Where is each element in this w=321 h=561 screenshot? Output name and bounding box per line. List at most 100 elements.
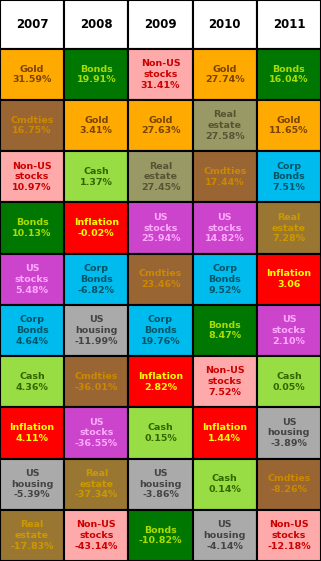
Bar	[128, 49, 193, 100]
Bar	[0, 151, 64, 203]
Text: Real
estate
27.45%: Real estate 27.45%	[141, 162, 180, 192]
Text: Bonds
19.91%: Bonds 19.91%	[76, 65, 116, 84]
Bar	[257, 49, 321, 100]
Bar	[0, 49, 64, 100]
Bar	[64, 151, 128, 203]
Text: Corp
Bonds
-6.82%: Corp Bonds -6.82%	[78, 264, 115, 295]
Text: Bonds
8.47%: Bonds 8.47%	[208, 321, 241, 341]
Bar	[0, 305, 64, 356]
Text: Gold
27.74%: Gold 27.74%	[205, 65, 245, 84]
Text: US
housing
-11.99%: US housing -11.99%	[74, 315, 118, 346]
Bar	[0, 203, 64, 254]
Text: 2007: 2007	[16, 18, 48, 31]
Bar	[64, 0, 128, 49]
Bar	[64, 458, 128, 510]
Text: Bonds
-10.82%: Bonds -10.82%	[139, 526, 182, 545]
Text: Inflation
3.06: Inflation 3.06	[266, 269, 311, 289]
Bar	[0, 458, 64, 510]
Text: US
stocks
14.82%: US stocks 14.82%	[205, 213, 245, 243]
Bar	[128, 510, 193, 561]
Bar	[128, 203, 193, 254]
Bar	[257, 0, 321, 49]
Text: Non-US
stocks
31.41%: Non-US stocks 31.41%	[141, 59, 180, 90]
Bar	[64, 254, 128, 305]
Text: Non-US
stocks
7.52%: Non-US stocks 7.52%	[205, 366, 245, 397]
Text: Cash
0.15%: Cash 0.15%	[144, 423, 177, 443]
Text: Gold
11.65%: Gold 11.65%	[269, 116, 309, 136]
Text: US
housing
-3.89%: US housing -3.89%	[268, 418, 310, 448]
Bar	[64, 203, 128, 254]
Bar	[193, 510, 257, 561]
Text: Corp
Bonds
19.76%: Corp Bonds 19.76%	[141, 315, 180, 346]
Bar	[64, 407, 128, 458]
Bar	[193, 203, 257, 254]
Text: Bonds
16.04%: Bonds 16.04%	[269, 65, 309, 84]
Bar	[193, 407, 257, 458]
Bar	[0, 254, 64, 305]
Text: US
housing
-5.39%: US housing -5.39%	[11, 469, 53, 499]
Bar	[128, 305, 193, 356]
Bar	[128, 151, 193, 203]
Bar	[193, 49, 257, 100]
Text: US
stocks
5.48%: US stocks 5.48%	[15, 264, 49, 295]
Text: 2009: 2009	[144, 18, 177, 31]
Bar	[193, 254, 257, 305]
Bar	[0, 0, 64, 49]
Bar	[64, 510, 128, 561]
Bar	[128, 0, 193, 49]
Bar	[257, 100, 321, 151]
Text: Cmdties
-8.26%: Cmdties -8.26%	[267, 474, 311, 494]
Text: 2008: 2008	[80, 18, 113, 31]
Text: Cash
0.05%: Cash 0.05%	[273, 372, 305, 392]
Text: US
housing
-3.86%: US housing -3.86%	[139, 469, 182, 499]
Bar	[0, 356, 64, 407]
Text: Gold
3.41%: Gold 3.41%	[80, 116, 113, 136]
Bar	[64, 100, 128, 151]
Bar	[128, 458, 193, 510]
Bar	[128, 254, 193, 305]
Text: US
housing
-4.14%: US housing -4.14%	[204, 520, 246, 551]
Text: Non-US
stocks
10.97%: Non-US stocks 10.97%	[12, 162, 52, 192]
Text: Inflation
2.82%: Inflation 2.82%	[138, 372, 183, 392]
Text: Cmdties
23.46%: Cmdties 23.46%	[139, 269, 182, 289]
Bar	[128, 356, 193, 407]
Bar	[257, 203, 321, 254]
Text: Real
estate
27.58%: Real estate 27.58%	[205, 111, 245, 141]
Bar	[64, 49, 128, 100]
Text: Real
estate
-37.34%: Real estate -37.34%	[75, 469, 118, 499]
Text: Cmdties
17.44%: Cmdties 17.44%	[203, 167, 247, 187]
Text: Corp
Bonds
4.64%: Corp Bonds 4.64%	[16, 315, 48, 346]
Bar	[257, 407, 321, 458]
Text: Bonds
10.13%: Bonds 10.13%	[13, 218, 52, 238]
Bar	[64, 356, 128, 407]
Bar	[0, 407, 64, 458]
Text: Inflation
4.11%: Inflation 4.11%	[10, 423, 55, 443]
Text: 2011: 2011	[273, 18, 305, 31]
Bar	[257, 356, 321, 407]
Bar	[64, 305, 128, 356]
Bar	[128, 100, 193, 151]
Bar	[193, 305, 257, 356]
Text: Real
estate
7.28%: Real estate 7.28%	[272, 213, 306, 243]
Bar	[193, 458, 257, 510]
Bar	[193, 100, 257, 151]
Text: US
stocks
25.94%: US stocks 25.94%	[141, 213, 180, 243]
Text: Gold
27.63%: Gold 27.63%	[141, 116, 180, 136]
Text: US
stocks
-36.55%: US stocks -36.55%	[75, 418, 118, 448]
Text: Corp
Bonds
9.52%: Corp Bonds 9.52%	[208, 264, 241, 295]
Text: Non-US
stocks
-12.18%: Non-US stocks -12.18%	[267, 520, 311, 551]
Bar	[193, 0, 257, 49]
Text: Inflation
1.44%: Inflation 1.44%	[202, 423, 247, 443]
Bar	[257, 458, 321, 510]
Bar	[128, 407, 193, 458]
Text: Cash
1.37%: Cash 1.37%	[80, 167, 113, 187]
Text: Cash
4.36%: Cash 4.36%	[16, 372, 48, 392]
Text: US
stocks
2.10%: US stocks 2.10%	[272, 315, 306, 346]
Bar	[0, 510, 64, 561]
Bar	[0, 100, 64, 151]
Bar	[257, 510, 321, 561]
Bar	[257, 254, 321, 305]
Text: Gold
31.59%: Gold 31.59%	[13, 65, 52, 84]
Text: Cmdties
16.75%: Cmdties 16.75%	[10, 116, 54, 136]
Text: 2010: 2010	[208, 18, 241, 31]
